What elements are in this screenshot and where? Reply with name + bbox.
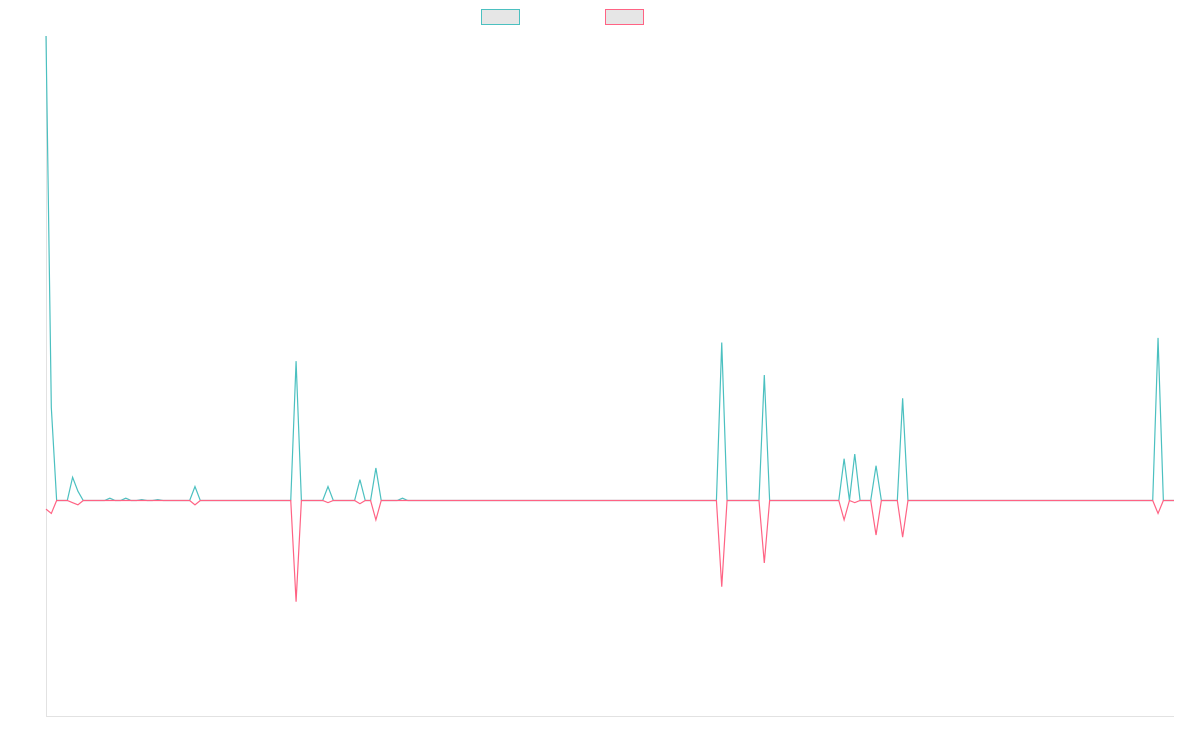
series-line-1 <box>45 35 1174 502</box>
series-line-2 <box>45 499 1174 602</box>
legend-swatch-series-2[interactable] <box>605 9 644 25</box>
legend-swatch-series-1[interactable] <box>481 9 520 25</box>
